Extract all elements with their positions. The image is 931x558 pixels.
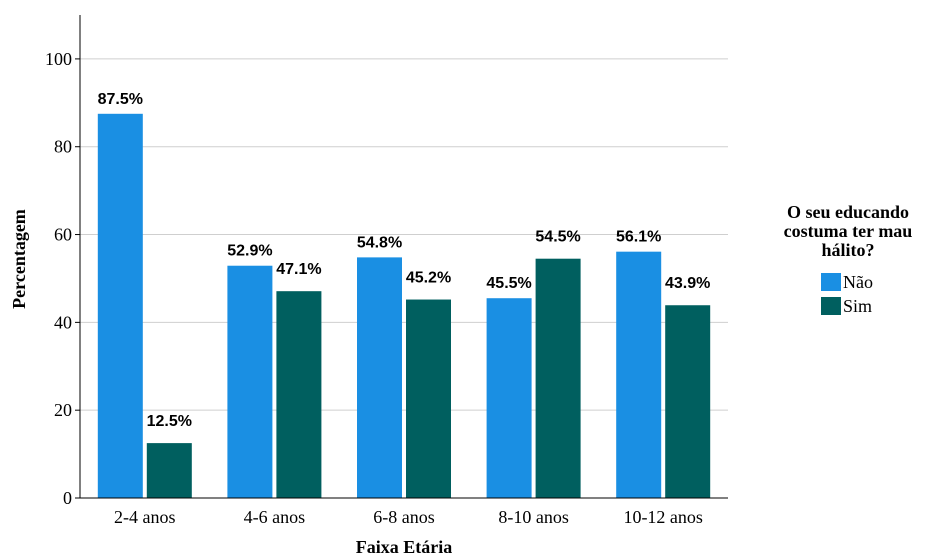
legend-title: hálito? (821, 240, 874, 260)
x-tick-label: 2-4 anos (114, 507, 176, 527)
data-label: 43.9% (665, 275, 710, 292)
legend-title: costuma ter mau (784, 221, 913, 241)
bars (97, 113, 711, 498)
data-label: 12.5% (147, 413, 192, 430)
bar-nao (486, 298, 532, 498)
x-tick-label: 10-12 anos (623, 507, 703, 527)
x-tick-label: 4-6 anos (244, 507, 306, 527)
y-tick-label: 40 (54, 312, 72, 332)
y-tick-label: 80 (54, 137, 72, 157)
data-label: 54.5% (535, 229, 580, 246)
legend-label: Não (843, 272, 873, 292)
y-axis-title: Percentagem (9, 209, 29, 309)
data-label: 52.9% (227, 243, 272, 260)
bar-sim (535, 258, 581, 498)
data-labels: 87.5% 12.5% 52.9%47.1% 54.8% 45.2% 45.5% 54.5%… (98, 91, 711, 430)
bar-nao (97, 113, 143, 498)
legend-swatch (821, 297, 841, 315)
bar-sim (146, 443, 192, 498)
x-tick-label: 6-8 anos (373, 507, 435, 527)
bar-nao (616, 251, 662, 498)
y-tick-label: 0 (63, 488, 72, 508)
bar-nao (357, 257, 402, 498)
legend-title: O seu educando (787, 202, 909, 222)
data-label: 47.1% (276, 261, 321, 278)
data-label: 45.5% (486, 275, 531, 292)
y-tick-labels: 0 20 40 60 80 100 (45, 49, 80, 508)
y-tick-label: 100 (45, 49, 72, 69)
y-tick-label: 60 (54, 225, 72, 245)
legend-label: Sim (843, 296, 872, 316)
x-tick-labels: 2-4 anos 4-6 anos 6-8 anos 8-10 anos 10-12 a… (114, 507, 703, 527)
data-label: 54.8% (357, 234, 402, 251)
bar-nao (227, 265, 273, 498)
data-label: 56.1% (616, 229, 661, 246)
data-label: 87.5% (98, 91, 143, 108)
y-tick-label: 20 (54, 400, 72, 420)
x-axis-title: Faixa Etária (356, 537, 453, 557)
axes (79, 15, 728, 499)
data-label: 45.2% (406, 270, 451, 287)
legend-swatch (821, 273, 841, 291)
bar-sim (276, 291, 322, 498)
bar-sim (665, 305, 711, 498)
x-tick-label: 8-10 anos (498, 507, 569, 527)
bar-sim (406, 299, 451, 498)
